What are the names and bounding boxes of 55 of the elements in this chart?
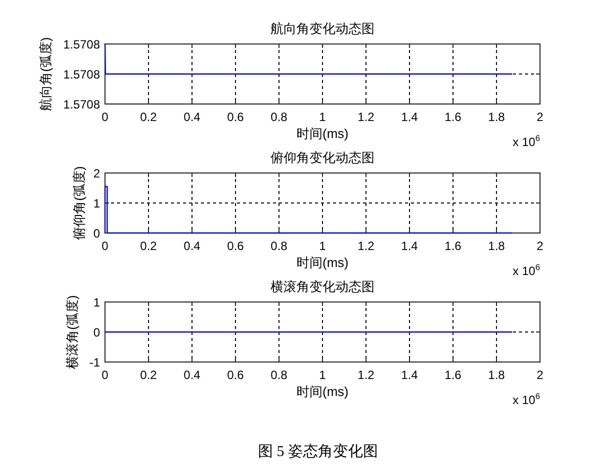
- x-tick-label: 0.2: [140, 368, 158, 382]
- x-axis-title: 时间(ms): [296, 255, 348, 270]
- y-axis-title: 俯仰角(弧度): [70, 166, 86, 240]
- x-tick-label: 0.6: [227, 239, 244, 253]
- x-tick-label: 0: [102, 239, 109, 253]
- x-tick-label: 0: [102, 368, 109, 382]
- chart-title: 俯仰角变化动态图: [270, 150, 374, 165]
- y-axis-title: 横滚角(弧度): [64, 295, 80, 369]
- x-tick-label: 1.6: [444, 239, 462, 253]
- x-tick-label: 0.6: [227, 368, 244, 382]
- y-tick-label: 1: [93, 296, 100, 310]
- y-tick-label: 0: [93, 226, 100, 240]
- x-tick-label: 1.2: [358, 110, 375, 124]
- y-tick-label: 1: [93, 196, 100, 210]
- x-tick-label: 0.8: [270, 239, 288, 253]
- chart-title: 航向角变化动态图: [270, 21, 374, 36]
- y-tick-label: -1: [89, 356, 100, 370]
- x-tick-label: 0.2: [140, 110, 158, 124]
- x-tick-label: 1.6: [444, 368, 462, 382]
- x-axis-title: 时间(ms): [296, 384, 348, 399]
- x-tick-label: 1.8: [488, 239, 506, 253]
- x-tick-label: 1.8: [488, 368, 506, 382]
- x-tick-label: 2: [536, 368, 544, 382]
- chart-title: 横滚角变化动态图: [270, 279, 374, 294]
- y-tick-label: 0: [93, 326, 100, 340]
- x-axis-title: 时间(ms): [296, 126, 348, 141]
- text: x 10$^{6}$: [512, 262, 540, 278]
- y-axis-title: 航向角(弧度): [37, 37, 52, 111]
- x-tick-label: 0.4: [184, 368, 201, 382]
- x-tick-label: 0.8: [270, 110, 288, 124]
- x-tick-label: 2: [536, 239, 544, 253]
- y-tick-label: 2: [93, 166, 100, 180]
- x-tick-label: 1.4: [401, 368, 418, 382]
- caption: 图 5 姿态角变化图: [258, 443, 378, 460]
- y-tick-label: 1.5708: [63, 68, 100, 82]
- x-tick-label: 0.4: [184, 239, 201, 253]
- y-tick-label: 1.5708: [63, 98, 100, 112]
- x-tick-label: 1.8: [488, 110, 506, 124]
- x-tick-label: 0: [102, 110, 109, 124]
- x-tick-label: 1: [319, 110, 326, 124]
- x-tick-label: 1.4: [401, 239, 418, 253]
- y-tick-label: 1.5708: [63, 38, 100, 52]
- x-tick-label: 0.2: [140, 239, 158, 253]
- x-tick-label: 1.2: [358, 368, 375, 382]
- text: x 10$^{6}$: [512, 133, 540, 149]
- x-tick-label: 1.2: [358, 239, 375, 253]
- x-tick-label: 1: [319, 368, 326, 382]
- x-tick-label: 0.8: [270, 368, 288, 382]
- x-tick-label: 0.6: [227, 110, 244, 124]
- x-tick-label: 1: [319, 239, 326, 253]
- x-tick-label: 0.4: [184, 110, 201, 124]
- x-tick-label: 1.4: [401, 110, 418, 124]
- x-tick-label: 2: [536, 110, 544, 124]
- text: x 10$^{6}$: [512, 391, 540, 407]
- x-tick-label: 1.6: [444, 110, 462, 124]
